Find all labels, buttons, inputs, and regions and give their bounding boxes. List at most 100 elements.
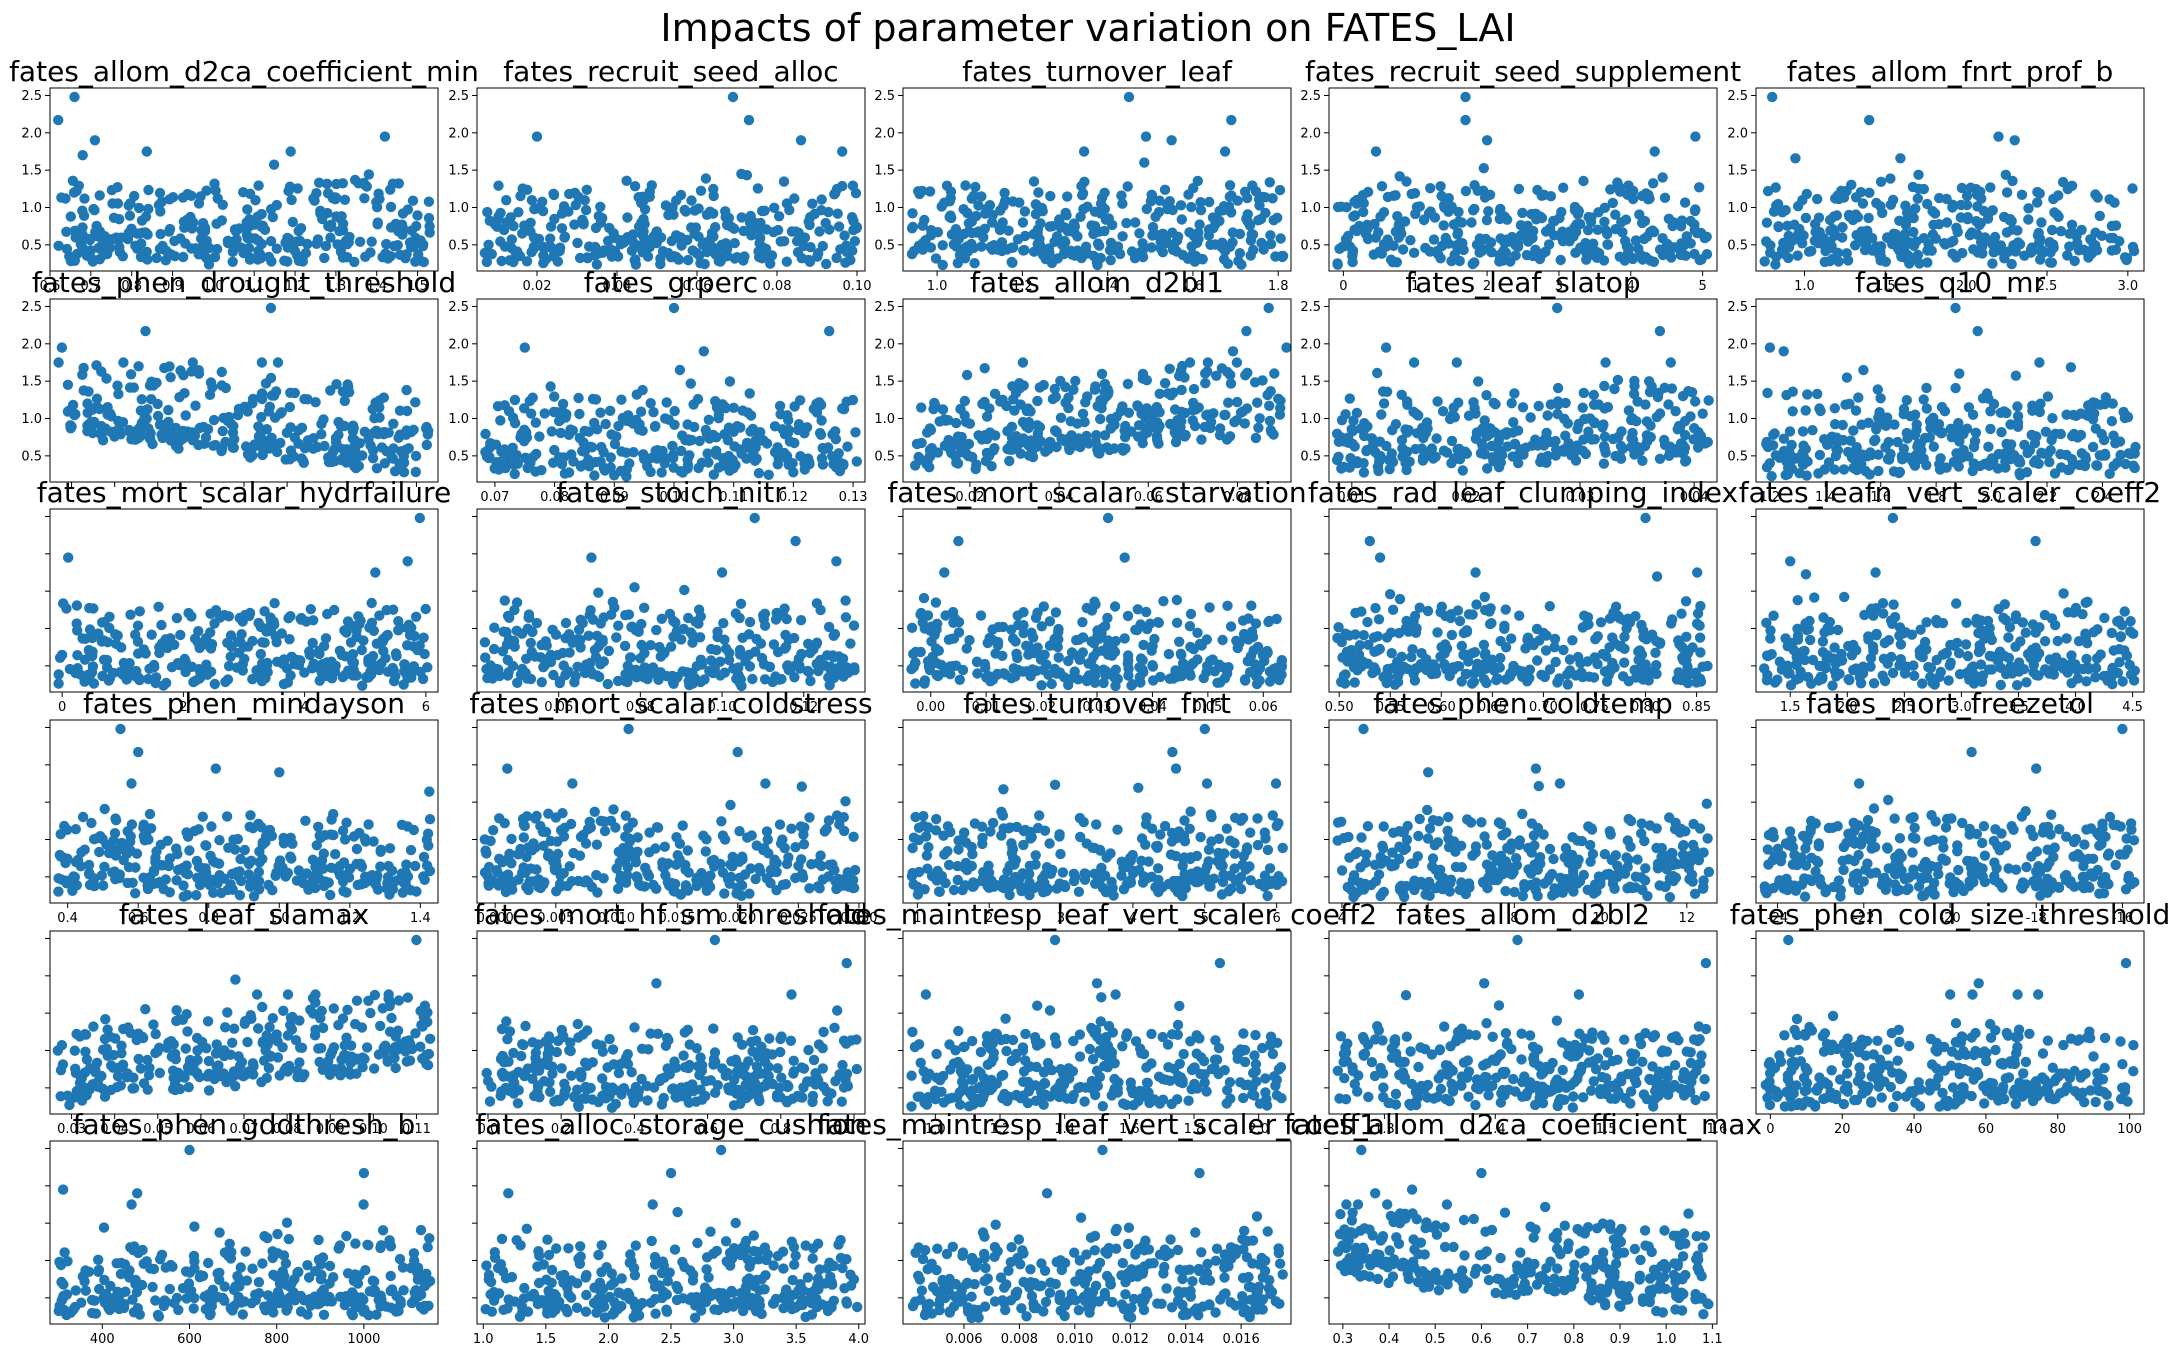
scatter-point — [716, 567, 728, 578]
scatter-point — [2001, 407, 2012, 419]
y-tick-label: 1.5 — [874, 164, 895, 179]
scatter-point — [741, 170, 753, 181]
scatter-point — [1540, 226, 1552, 237]
scatter-point — [1422, 605, 1434, 617]
scatter-point — [829, 628, 841, 640]
scatter-point — [1500, 642, 1512, 653]
scatter-point — [1512, 425, 1524, 436]
scatter-point — [1361, 444, 1373, 456]
scatter-point — [1499, 620, 1510, 631]
scatter-point — [72, 663, 83, 674]
scatter-point — [577, 617, 588, 629]
scatter-point — [201, 185, 212, 196]
y-tick-label: 2.0 — [1300, 337, 1321, 352]
scatter-point — [1692, 608, 1704, 619]
scatter-point — [1610, 450, 1621, 462]
scatter-point — [929, 629, 940, 641]
scatter-point — [985, 676, 996, 687]
scatter-point — [117, 251, 128, 262]
y-tick-label: 1.5 — [21, 164, 42, 179]
scatter-point — [216, 366, 227, 378]
scatter-point — [1227, 227, 1239, 238]
scatter-point — [590, 456, 602, 468]
scatter-point — [347, 426, 359, 437]
scatter-panel: 1.0 1.5 2.0 2.5 3.00.51.01.52.02.5fates_allo… — [1727, 55, 2145, 294]
scatter-point — [734, 644, 746, 656]
scatter-point-outlier — [790, 535, 801, 547]
scatter-point — [972, 668, 983, 679]
scatter-point — [103, 675, 115, 686]
scatter-point — [2109, 197, 2120, 208]
y-tick-label: 0.5 — [1727, 449, 1748, 464]
scatter-point — [2045, 247, 2056, 258]
scatter-point — [1408, 357, 1420, 368]
scatter-point — [311, 188, 322, 199]
scatter-point — [971, 227, 982, 238]
scatter-point — [907, 208, 918, 219]
scatter-panel: 0.6 0.7 0.8 0.9 1.0 1.1 1.2 1.3 1.4 1.50.51.01.52… — [9, 55, 479, 294]
scatter-point — [619, 640, 631, 652]
scatter-point — [1232, 396, 1243, 408]
scatter-point — [2092, 460, 2103, 471]
scatter-point — [1491, 674, 1502, 686]
scatter-point — [646, 180, 657, 191]
scatter-point — [1269, 368, 1280, 379]
scatter-point — [199, 438, 210, 449]
scatter-point — [341, 627, 352, 638]
scatter-point — [319, 440, 330, 452]
scatter-point — [1922, 245, 1933, 256]
scatter-point — [179, 388, 190, 399]
scatter-point — [1600, 357, 1611, 368]
scatter-point — [410, 611, 422, 622]
panel-title: fates_phen_drought_threshold — [32, 266, 456, 299]
scatter-point — [275, 408, 286, 419]
scatter-point — [667, 670, 678, 682]
scatter-point — [1362, 223, 1374, 234]
scatter-point — [180, 656, 191, 667]
scatter-point — [1506, 398, 1517, 409]
scatter-point — [580, 204, 592, 216]
scatter-point — [71, 618, 82, 629]
scatter-point — [1602, 401, 1614, 413]
scatter-point — [781, 453, 792, 464]
scatter-point — [1761, 462, 1773, 473]
scatter-point — [217, 425, 228, 437]
scatter-point — [723, 212, 735, 224]
scatter-point — [1858, 364, 1869, 376]
scatter-point-outlier — [1374, 552, 1386, 563]
scatter-point — [2005, 439, 2017, 450]
scatter-point — [124, 210, 136, 221]
scatter-point — [1368, 435, 1379, 447]
scatter-point — [959, 395, 970, 407]
scatter-point — [728, 223, 740, 234]
scatter-point — [1008, 663, 1019, 674]
scatter-point — [143, 184, 154, 196]
scatter-point — [572, 237, 583, 249]
scatter-point — [1841, 372, 1853, 383]
scatter-point — [1614, 186, 1626, 197]
scatter-point — [1032, 642, 1043, 653]
scatter-point — [1953, 423, 1965, 435]
scatter-point — [2108, 430, 2119, 441]
figure-title: Impacts of parameter variation on FATES_… — [660, 6, 1516, 50]
scatter-point — [789, 437, 800, 449]
scatter-point — [203, 259, 215, 270]
scatter-point — [325, 232, 336, 243]
scatter-point — [1083, 658, 1094, 669]
scatter-point — [736, 212, 747, 223]
scatter-point — [1378, 398, 1390, 409]
scatter-point — [805, 675, 816, 687]
y-tick-label: 1.0 — [874, 201, 895, 216]
scatter-points — [1332, 512, 1713, 690]
scatter-point — [296, 453, 307, 464]
scatter-point — [381, 630, 392, 641]
scatter-point — [1542, 450, 1554, 462]
scatter-point — [2078, 244, 2089, 255]
scatter-point — [488, 643, 500, 655]
scatter-point — [255, 253, 266, 264]
scatter-point — [1482, 463, 1493, 474]
scatter-point — [695, 654, 707, 665]
scatter-point — [1431, 246, 1443, 257]
scatter-point — [971, 656, 983, 667]
scatter-point — [602, 235, 614, 247]
